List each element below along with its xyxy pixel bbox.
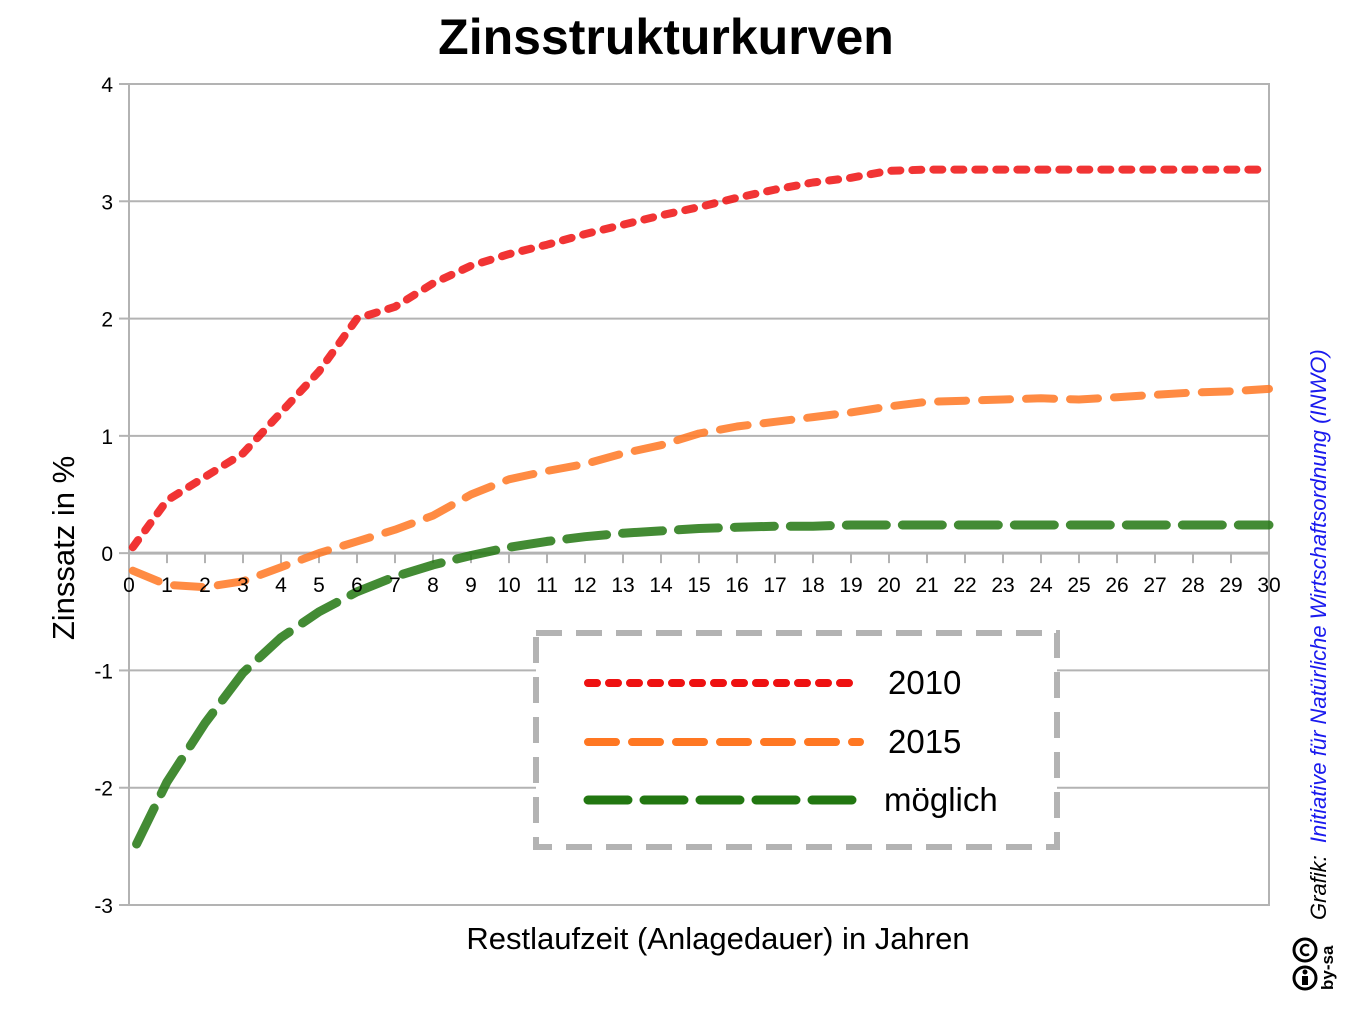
y-tick-label: 3 [101, 191, 113, 214]
x-tick-label: 3 [237, 574, 249, 597]
x-tick-label: 8 [427, 574, 439, 597]
y-axis-label: Zinssatz in % [46, 456, 81, 640]
x-tick-label: 5 [313, 574, 325, 597]
series-line-0 [128, 165, 1273, 552]
x-tick-label: 26 [1105, 574, 1128, 597]
x-tick-label: 0 [123, 574, 135, 597]
y-tick-label: -2 [94, 778, 113, 801]
series-line-2 [132, 520, 1274, 849]
series-line-1 [128, 384, 1273, 592]
x-tick-label: 21 [915, 574, 938, 597]
x-tick-label: 2 [199, 574, 211, 597]
x-tick-label: 19 [839, 574, 862, 597]
x-tick-label: 18 [801, 574, 824, 597]
x-axis-label: Restlaufzeit (Anlagedauer) in Jahren [466, 921, 969, 956]
x-tick-label: 7 [389, 574, 401, 597]
y-tick-label: -1 [94, 660, 113, 683]
x-tick-label: 20 [877, 574, 900, 597]
y-tick-label: 2 [101, 309, 113, 332]
creative-commons-by-sa-icon [1292, 937, 1318, 991]
credit-text: Grafik: Initiative für Natürliche Wirtsc… [1306, 349, 1331, 920]
x-tick-label: 6 [351, 574, 363, 597]
legend-box [533, 630, 1060, 850]
x-tick-label: 13 [611, 574, 634, 597]
x-tick-label: 11 [536, 574, 558, 597]
credit-prefix: Grafik: [1306, 855, 1331, 920]
x-tick-label: 28 [1181, 574, 1204, 597]
x-tick-label: 23 [991, 574, 1014, 597]
x-tick-label: 27 [1143, 574, 1166, 597]
legend-label-1: 2015 [888, 723, 961, 760]
y-tick-label: 1 [101, 426, 113, 449]
x-tick-labels: 0 1 2 3 4 5 6 7 8 9 10 11 12 13 14 15 16 17 18 19 20 21 22 23 24… [123, 574, 1281, 597]
license-label: by-sa [1318, 945, 1337, 990]
y-tick-labels: 4 3 2 1 0 -1 -2 -3 [94, 74, 113, 918]
y-tick-label: 0 [101, 543, 113, 566]
x-tick-label: 15 [687, 574, 710, 597]
x-tick-label: 10 [497, 574, 520, 597]
series-layer [128, 165, 1274, 849]
x-tick-label: 30 [1257, 574, 1280, 597]
x-tick-label: 24 [1029, 574, 1053, 597]
y-tick-label: -3 [94, 895, 113, 918]
y-tick-label: 4 [101, 74, 113, 97]
credit-author-link[interactable]: Initiative für Natürliche Wirtschaftsord… [1306, 349, 1331, 843]
x-tick-label: 14 [649, 574, 673, 597]
chart-title: Zinsstrukturkurven [438, 9, 894, 65]
x-tick-label: 12 [573, 574, 596, 597]
x-tick-label: 16 [725, 574, 748, 597]
legend: 2010 2015 möglich [533, 630, 1060, 850]
legend-label-2: möglich [884, 781, 998, 818]
x-tick-label: 17 [763, 574, 786, 597]
x-tick-label: 22 [953, 574, 976, 597]
x-tick-label: 4 [275, 574, 287, 597]
x-tick-label: 1 [161, 574, 173, 597]
x-tick-label: 29 [1219, 574, 1242, 597]
legend-label-0: 2010 [888, 664, 961, 701]
x-tick-label: 25 [1067, 574, 1090, 597]
x-tick-label: 9 [465, 574, 477, 597]
